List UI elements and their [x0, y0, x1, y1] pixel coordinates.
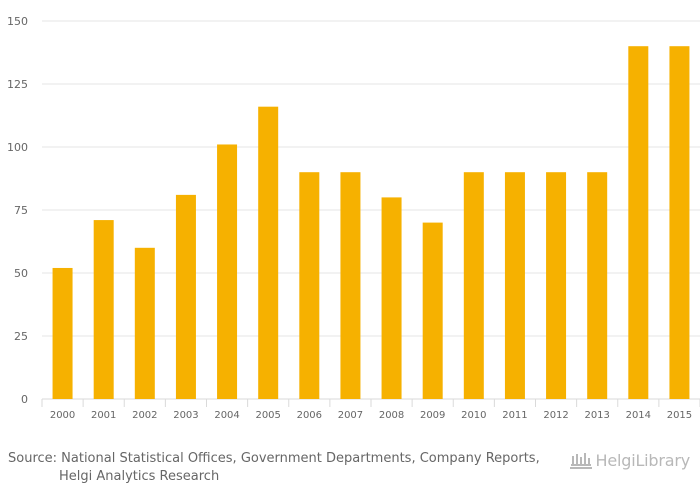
- x-tick-label: 2012: [543, 410, 568, 421]
- x-tick-label: 2007: [338, 410, 363, 421]
- y-tick-label: 50: [14, 267, 28, 280]
- y-tick-label: 25: [14, 330, 28, 343]
- bar: [134, 247, 155, 399]
- x-tick-label: 2014: [626, 410, 651, 421]
- bar: [669, 46, 690, 399]
- bar: [463, 172, 484, 399]
- bar: [587, 172, 608, 399]
- y-tick-label: 150: [7, 15, 28, 28]
- bar: [93, 220, 114, 399]
- x-tick-label: 2011: [502, 410, 527, 421]
- x-tick-label: 2001: [91, 410, 116, 421]
- bar: [422, 222, 443, 399]
- axis-layer: [41, 398, 700, 407]
- x-tick-label: 2003: [173, 410, 198, 421]
- bar: [628, 46, 649, 399]
- bar: [175, 194, 196, 399]
- bar: [546, 172, 567, 399]
- chart: 0 25 50 75 100 125 150 2000 2001 2002 2003 2004 2005…: [7, 15, 700, 421]
- brand-text: HelgiLibrary: [595, 450, 691, 470]
- x-tick-label: 2002: [132, 410, 157, 421]
- bar: [217, 144, 238, 399]
- brand-logo: HelgiLibrary: [565, 449, 690, 471]
- y-tick-label: 75: [14, 204, 28, 217]
- x-tick-label: 2006: [297, 410, 322, 421]
- x-tick-label: 2008: [379, 410, 404, 421]
- bar: [52, 267, 73, 399]
- x-tick-label: 2015: [667, 410, 692, 421]
- source-line-2: Helgi Analytics Research: [59, 469, 220, 484]
- bar: [258, 106, 279, 400]
- bar: [381, 197, 402, 399]
- bar: [299, 172, 320, 399]
- bar: [340, 172, 361, 399]
- x-tick-label: 2004: [214, 410, 239, 421]
- y-tick-label: 125: [7, 78, 28, 91]
- y-tick-label: 0: [21, 393, 28, 406]
- x-tick-label: 2005: [255, 410, 280, 421]
- source-note: Source: National Statistical Offices, Go…: [8, 450, 548, 486]
- source-line-1: Source: National Statistical Offices, Go…: [8, 451, 540, 466]
- x-tick-label: 2010: [461, 410, 486, 421]
- x-tick-label: 2000: [50, 410, 75, 421]
- x-tick-label: 2009: [420, 410, 445, 421]
- bar-chart: 0 25 50 75 100 125 150 2000 2001 2002 2003 2004 2005…: [7, 15, 700, 421]
- labels-layer: 0 25 50 75 100 125 150 2000 2001 2002 2003 2004 2005…: [7, 15, 692, 421]
- bars-layer: [52, 46, 690, 400]
- bar: [504, 172, 525, 399]
- x-tick-label: 2013: [584, 410, 609, 421]
- y-tick-label: 100: [7, 141, 28, 154]
- library-icon: [569, 450, 592, 470]
